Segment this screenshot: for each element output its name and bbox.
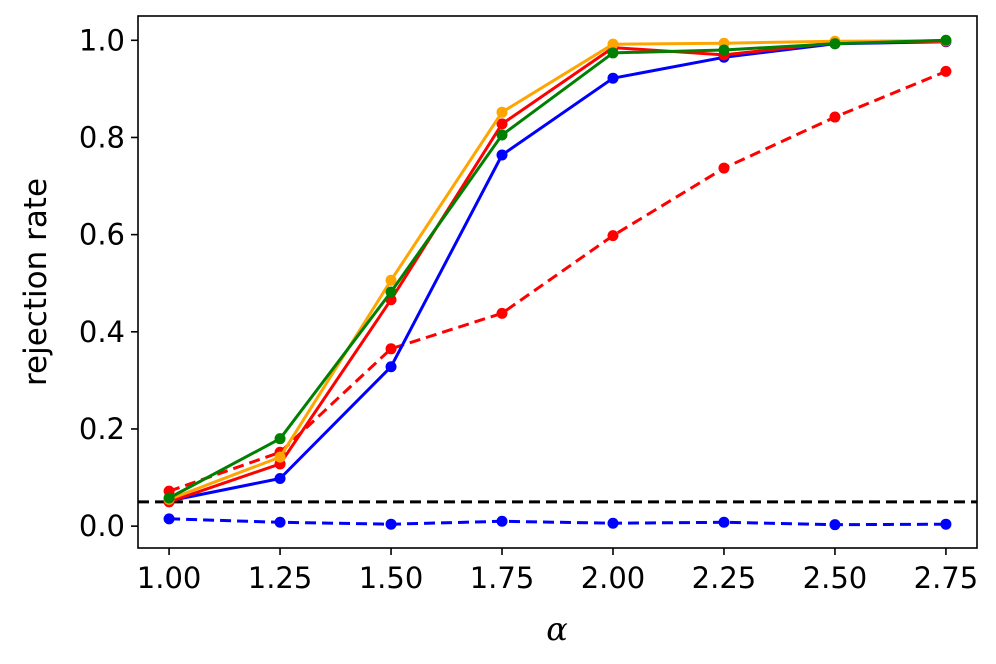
series-0-point xyxy=(718,162,730,174)
series-4-point xyxy=(496,106,508,118)
y-tick-label: 0.4 xyxy=(79,315,125,349)
series-5-line xyxy=(168,38,946,500)
x-tick-label: 1.50 xyxy=(359,561,424,595)
series-0-point xyxy=(607,230,619,242)
x-tick-label: 2.00 xyxy=(581,561,646,595)
series-1-point xyxy=(496,515,508,527)
y-tick-label: 0.2 xyxy=(79,412,125,446)
series-1-point xyxy=(163,513,175,525)
series-4-line xyxy=(168,39,946,501)
y-tick-label: 1.0 xyxy=(79,23,125,57)
series-1-point xyxy=(718,516,730,528)
series-1-line xyxy=(169,517,946,527)
series-3-point xyxy=(496,118,508,130)
series-5-point xyxy=(274,433,286,445)
series-1-point xyxy=(385,518,397,530)
series-0-point xyxy=(496,307,508,319)
series-2-point xyxy=(385,361,397,373)
series-1-point xyxy=(940,518,952,530)
x-tick-label: 1.00 xyxy=(137,561,202,595)
x-tick-label: 1.25 xyxy=(248,561,313,595)
series-5-point xyxy=(496,129,508,141)
series-0-point xyxy=(385,343,397,355)
x-axis-label: α xyxy=(546,610,568,648)
plot-frame xyxy=(137,15,978,549)
series-4-point xyxy=(385,274,397,286)
series-1-point xyxy=(607,517,619,529)
x-tick-label: 2.75 xyxy=(914,561,979,595)
series-5-point xyxy=(163,492,175,504)
series-2-point xyxy=(274,473,286,485)
x-tick-label: 2.25 xyxy=(692,561,757,595)
y-axis-label: rejection rate xyxy=(18,178,54,386)
series-0-point xyxy=(940,65,952,77)
series-0-line xyxy=(168,70,947,493)
x-tick-label: 2.50 xyxy=(803,561,868,595)
series-5-point xyxy=(607,47,619,59)
series-4-point xyxy=(274,451,286,463)
x-tick-label: 1.75 xyxy=(470,561,535,595)
series-4-point xyxy=(607,38,619,50)
y-tick-label: 0.8 xyxy=(79,120,125,154)
series-2-point xyxy=(607,72,619,84)
series-2-point xyxy=(496,149,508,161)
series-0-point xyxy=(829,111,841,123)
series-5-point xyxy=(718,44,730,56)
series-5-point xyxy=(829,38,841,50)
series-5-point xyxy=(940,34,952,46)
series-1-point xyxy=(274,516,286,528)
y-tick-label: 0.0 xyxy=(79,509,125,543)
series-5-point xyxy=(385,286,397,298)
series-1-point xyxy=(829,519,841,531)
y-tick-label: 0.6 xyxy=(79,218,125,252)
